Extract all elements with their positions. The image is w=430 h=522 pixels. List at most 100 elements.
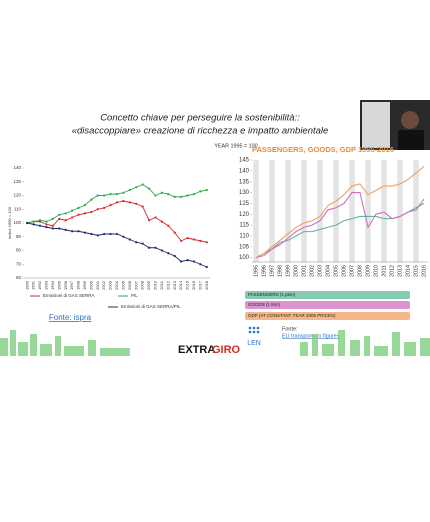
source-link[interactable]: Fonte: ispra: [49, 313, 92, 322]
point: [122, 199, 125, 203]
x-tick-label: 1999: [285, 265, 291, 277]
y-axis-title: YEAR 1995 = 100: [214, 143, 257, 149]
len-logo: LEN: [247, 340, 261, 347]
point: [115, 232, 119, 236]
point: [141, 242, 144, 245]
x-tick-label: 2002: [101, 280, 106, 290]
x-tick-label: 2011: [381, 265, 387, 277]
point: [32, 220, 35, 223]
point: [58, 217, 61, 220]
point: [32, 223, 35, 226]
point: [90, 198, 93, 201]
y-tick-label: 120: [13, 193, 21, 198]
x-tick-label: 2003: [108, 280, 113, 290]
point: [64, 219, 67, 222]
point: [51, 227, 54, 230]
point: [192, 193, 196, 196]
point: [122, 235, 125, 238]
x-tick-label: 2013: [397, 265, 403, 277]
source-link[interactable]: EU transports in figures: [282, 333, 340, 339]
point: [96, 208, 99, 211]
point: [160, 220, 163, 223]
point: [26, 221, 29, 225]
source-label: Fonte:: [282, 326, 298, 332]
point: [180, 239, 183, 242]
point: [83, 212, 87, 215]
point: [71, 216, 74, 219]
x-tick-label: 2005: [120, 280, 125, 290]
column-band: [253, 160, 259, 262]
y-tick-label: 135: [239, 179, 250, 185]
point: [147, 246, 151, 249]
x-tick-label: 2009: [146, 280, 151, 290]
point: [199, 239, 202, 242]
point: [186, 259, 189, 262]
point: [109, 232, 112, 236]
column-band: [285, 160, 291, 262]
x-tick-label: 2014: [178, 280, 183, 290]
x-tick-label: 2013: [172, 280, 177, 290]
city-silhouette: [0, 330, 430, 356]
webcam: [401, 111, 419, 129]
y-tick-label: 140: [239, 168, 250, 174]
legend-label: PIL: [131, 293, 138, 298]
legend-label: GOODS (1 tkm): [248, 302, 281, 307]
column-band: [333, 160, 339, 262]
point: [205, 241, 208, 244]
y-tick-label: 90: [16, 234, 22, 239]
point: [173, 231, 176, 234]
y-tick-label: 80: [16, 248, 22, 253]
point: [77, 213, 80, 216]
slide-title: «disaccoppiare» creazione di ricchezza e…: [72, 126, 329, 137]
point: [167, 193, 170, 196]
legend-label: Emissioni di GAS SERRA: [43, 293, 95, 298]
x-tick-label: 2012: [389, 265, 395, 277]
point: [115, 193, 119, 196]
x-tick-label: 2001: [301, 265, 307, 277]
x-tick-label: 2018: [204, 280, 209, 290]
y-tick-label: 70: [16, 261, 22, 266]
point: [160, 249, 163, 252]
x-tick-label: 2009: [365, 265, 371, 277]
column-band: [413, 160, 419, 262]
x-tick-label: 1994: [50, 280, 55, 290]
point: [173, 254, 176, 258]
x-tick-label: 2015: [413, 265, 419, 277]
y-tick-label: 105: [239, 244, 250, 250]
y-tick-label: 130: [13, 179, 21, 184]
series-line: [255, 166, 425, 259]
point: [154, 246, 157, 249]
point: [180, 260, 183, 263]
point: [205, 188, 208, 192]
len-dots: [248, 326, 260, 334]
x-tick-label: 2008: [140, 280, 145, 290]
x-tick-label: 2015: [185, 280, 190, 290]
logo: GIRO: [212, 344, 241, 356]
point: [51, 224, 54, 227]
series-line: [255, 192, 425, 259]
point: [38, 224, 42, 227]
x-tick-label: 2011: [159, 280, 164, 289]
point: [135, 241, 138, 244]
point: [103, 194, 106, 197]
x-tick-label: 1996: [261, 265, 267, 277]
point: [115, 201, 119, 204]
x-tick-label: 2016: [191, 280, 196, 290]
x-tick-label: 2003: [317, 265, 323, 277]
legend-label: GDP (AT CONSTANT YEAR 2005 PRICES): [248, 313, 336, 318]
x-tick-label: 2005: [333, 265, 339, 277]
x-tick-label: 2007: [349, 265, 355, 277]
y-tick-label: 130: [239, 190, 250, 196]
point: [173, 195, 176, 198]
point: [64, 228, 67, 231]
x-tick-label: 1999: [82, 280, 87, 290]
y-tick-label: 110: [239, 234, 249, 240]
point: [128, 201, 131, 204]
point: [83, 204, 87, 207]
legend-swatch: [245, 312, 410, 320]
point: [199, 190, 202, 193]
x-tick-label: 2004: [325, 265, 331, 277]
point: [122, 191, 125, 194]
point: [38, 219, 42, 222]
point: [109, 204, 112, 207]
